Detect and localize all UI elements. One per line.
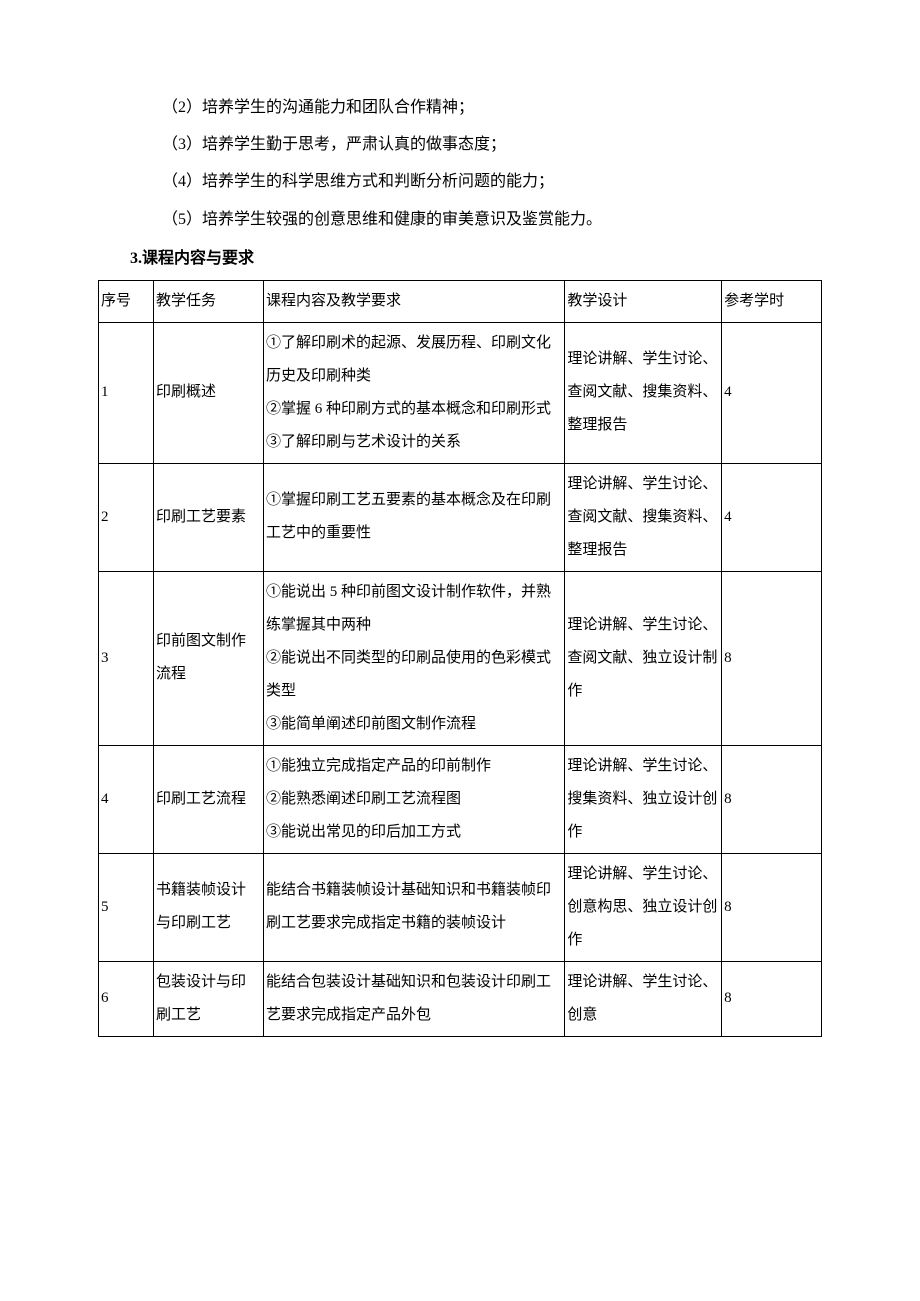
cell-hours: 8 (722, 961, 822, 1036)
table-row: 6 包装设计与印刷工艺 能结合包装设计基础知识和包装设计印刷工艺要求完成指定产品… (99, 961, 822, 1036)
cell-content: 能结合包装设计基础知识和包装设计印刷工艺要求完成指定产品外包 (263, 961, 564, 1036)
table-row: 2 印刷工艺要素 ①掌握印刷工艺五要素的基本概念及在印刷工艺中的重要性 理论讲解… (99, 463, 822, 571)
cell-seq: 2 (99, 463, 154, 571)
header-seq: 序号 (99, 280, 154, 322)
table-row: 5 书籍装帧设计与印刷工艺 能结合书籍装帧设计基础知识和书籍装帧印刷工艺要求完成… (99, 853, 822, 961)
cell-content: ①能独立完成指定产品的印前制作②能熟悉阐述印刷工艺流程图③能说出常见的印后加工方… (263, 745, 564, 853)
table-header-row: 序号 教学任务 课程内容及教学要求 教学设计 参考学时 (99, 280, 822, 322)
cell-hours: 8 (722, 571, 822, 745)
cell-seq: 4 (99, 745, 154, 853)
paragraph-5: （5）培养学生较强的创意思维和健康的审美意识及鉴赏能力。 (98, 202, 822, 237)
cell-task: 印前图文制作流程 (153, 571, 263, 745)
header-hours: 参考学时 (722, 280, 822, 322)
table-row: 4 印刷工艺流程 ①能独立完成指定产品的印前制作②能熟悉阐述印刷工艺流程图③能说… (99, 745, 822, 853)
cell-task: 印刷概述 (153, 322, 263, 463)
cell-content: ①掌握印刷工艺五要素的基本概念及在印刷工艺中的重要性 (263, 463, 564, 571)
cell-hours: 8 (722, 745, 822, 853)
header-task: 教学任务 (153, 280, 263, 322)
cell-design: 理论讲解、学生讨论、搜集资料、独立设计创作 (565, 745, 722, 853)
table-row: 3 印前图文制作流程 ①能说出 5 种印前图文设计制作软件，并熟练掌握其中两种②… (99, 571, 822, 745)
cell-content: ①能说出 5 种印前图文设计制作软件，并熟练掌握其中两种②能说出不同类型的印刷品… (263, 571, 564, 745)
cell-seq: 1 (99, 322, 154, 463)
cell-seq: 5 (99, 853, 154, 961)
paragraph-4: （4）培养学生的科学思维方式和判断分析问题的能力； (98, 164, 822, 199)
cell-design: 理论讲解、学生讨论、查阅文献、搜集资料、整理报告 (565, 322, 722, 463)
paragraph-3: （3）培养学生勤于思考，严肃认真的做事态度； (98, 127, 822, 162)
cell-design: 理论讲解、学生讨论、创意构思、独立设计创作 (565, 853, 722, 961)
paragraph-2: （2）培养学生的沟通能力和团队合作精神； (98, 90, 822, 125)
table-row: 1 印刷概述 ①了解印刷术的起源、发展历程、印刷文化历史及印刷种类②掌握 6 种… (99, 322, 822, 463)
cell-hours: 8 (722, 853, 822, 961)
cell-task: 印刷工艺流程 (153, 745, 263, 853)
cell-seq: 6 (99, 961, 154, 1036)
cell-design: 理论讲解、学生讨论、创意 (565, 961, 722, 1036)
table-body: 1 印刷概述 ①了解印刷术的起源、发展历程、印刷文化历史及印刷种类②掌握 6 种… (99, 322, 822, 1036)
header-design: 教学设计 (565, 280, 722, 322)
section-heading: 3.课程内容与要求 (98, 241, 822, 276)
cell-content: 能结合书籍装帧设计基础知识和书籍装帧印刷工艺要求完成指定书籍的装帧设计 (263, 853, 564, 961)
course-content-table: 序号 教学任务 课程内容及教学要求 教学设计 参考学时 1 印刷概述 ①了解印刷… (98, 280, 822, 1037)
cell-design: 理论讲解、学生讨论、查阅文献、独立设计制作 (565, 571, 722, 745)
cell-content: ①了解印刷术的起源、发展历程、印刷文化历史及印刷种类②掌握 6 种印刷方式的基本… (263, 322, 564, 463)
cell-seq: 3 (99, 571, 154, 745)
cell-task: 书籍装帧设计与印刷工艺 (153, 853, 263, 961)
cell-hours: 4 (722, 463, 822, 571)
cell-hours: 4 (722, 322, 822, 463)
header-content: 课程内容及教学要求 (263, 280, 564, 322)
cell-task: 包装设计与印刷工艺 (153, 961, 263, 1036)
cell-task: 印刷工艺要素 (153, 463, 263, 571)
cell-design: 理论讲解、学生讨论、查阅文献、搜集资料、整理报告 (565, 463, 722, 571)
